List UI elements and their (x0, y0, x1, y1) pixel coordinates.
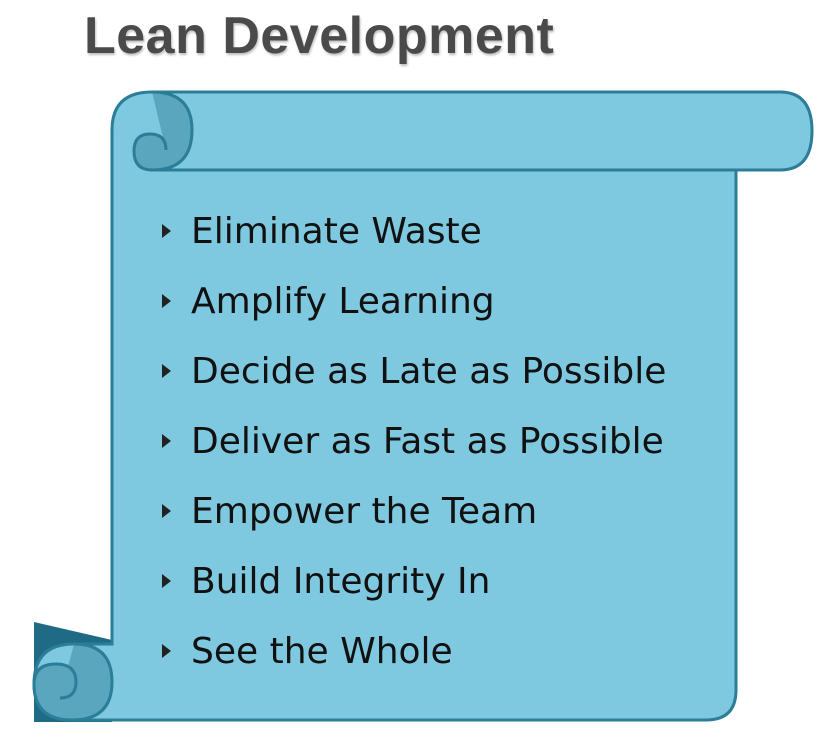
principle-label: Build Integrity In (191, 560, 491, 602)
principle-label: Empower the Team (191, 490, 538, 532)
triangle-bullet-icon (162, 434, 171, 448)
list-item: Decide as Late as Possible (158, 336, 666, 406)
scroll-top-curl (132, 90, 194, 172)
triangle-bullet-icon (162, 224, 171, 238)
list-item: Build Integrity In (158, 546, 666, 616)
triangle-bullet-icon (162, 294, 171, 308)
principle-label: Eliminate Waste (191, 210, 482, 252)
scroll-bottom-curl (32, 642, 114, 722)
principle-label: Deliver as Fast as Possible (191, 420, 664, 462)
principle-label: Amplify Learning (191, 280, 495, 322)
triangle-bullet-icon (162, 364, 171, 378)
list-item: Empower the Team (158, 476, 666, 546)
principle-label: Decide as Late as Possible (191, 350, 667, 392)
principle-label: See the Whole (191, 630, 453, 672)
list-item: Eliminate Waste (158, 196, 666, 266)
page-title: Lean Development (84, 7, 555, 65)
list-item: See the Whole (158, 616, 666, 686)
triangle-bullet-icon (162, 644, 171, 658)
list-item: Deliver as Fast as Possible (158, 406, 666, 476)
triangle-bullet-icon (162, 504, 171, 518)
list-item: Amplify Learning (158, 266, 666, 336)
principles-list: Eliminate Waste Amplify Learning Decide … (158, 196, 666, 686)
triangle-bullet-icon (162, 574, 171, 588)
